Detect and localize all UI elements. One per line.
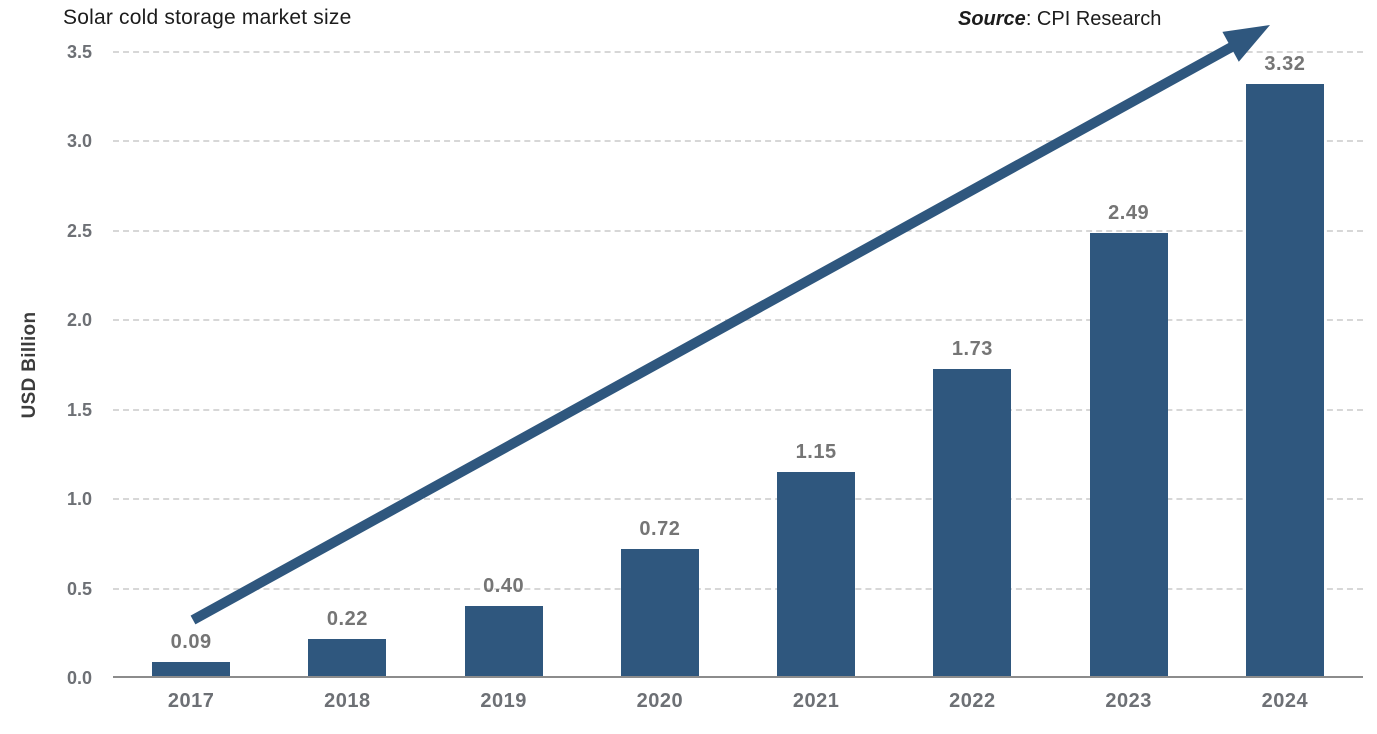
bar-band-2019: 0.40 bbox=[426, 52, 582, 678]
y-axis-tick-labels: 0.0 0.5 1.0 1.5 2.0 2.5 3.0 3.5 bbox=[0, 42, 92, 688]
bar-2023 bbox=[1089, 232, 1168, 678]
value-label-2022: 1.73 bbox=[951, 337, 993, 360]
value-label-2023: 2.49 bbox=[1108, 201, 1150, 224]
y-tick-1.5: 1.5 bbox=[66, 399, 92, 420]
x-tick-2021: 2021 bbox=[792, 690, 840, 712]
y-tick-0.0: 0.0 bbox=[66, 668, 92, 688]
y-tick-0.5: 0.5 bbox=[66, 578, 92, 599]
bar-band-2020: 0.72 bbox=[582, 52, 738, 678]
plot-area: 0.09 0.22 0.40 0.72 1.15 1.73 2.49 3.32 bbox=[113, 51, 1363, 678]
x-tick-2023: 2023 bbox=[1105, 690, 1152, 712]
x-tick-2019: 2019 bbox=[480, 690, 527, 712]
source-label: Source bbox=[958, 8, 1026, 30]
value-label-2021: 1.15 bbox=[795, 441, 837, 464]
value-label-2024: 3.32 bbox=[1264, 53, 1306, 76]
x-axis-tick-labels: 2017 2018 2019 2020 2021 2022 2023 2024 bbox=[113, 690, 1363, 713]
bar-2018 bbox=[308, 638, 387, 678]
y-tick-2.5: 2.5 bbox=[66, 220, 92, 241]
x-tick-2020: 2020 bbox=[636, 690, 684, 712]
y-tick-3.0: 3.0 bbox=[66, 131, 92, 152]
bar-band-2024: 3.32 bbox=[1207, 52, 1363, 678]
bar-2021 bbox=[777, 472, 856, 678]
x-axis-line bbox=[113, 676, 1363, 678]
bar-2017 bbox=[152, 661, 231, 678]
bar-band-2022: 1.73 bbox=[894, 52, 1050, 678]
source-note: Source: CPI Research bbox=[958, 8, 1161, 31]
y-tick-1.0: 1.0 bbox=[66, 489, 92, 510]
chart-title: Solar cold storage market size bbox=[63, 6, 352, 29]
x-tick-2017: 2017 bbox=[167, 690, 215, 712]
value-label-2018: 0.22 bbox=[326, 607, 368, 630]
bar-2020 bbox=[620, 549, 699, 678]
bar-band-2023: 2.49 bbox=[1051, 52, 1207, 678]
value-label-2019: 0.40 bbox=[483, 575, 525, 598]
bar-2022 bbox=[933, 368, 1012, 678]
bar-band-2018: 0.22 bbox=[269, 52, 425, 678]
y-tick-3.5: 3.5 bbox=[66, 42, 92, 62]
bar-band-2017: 0.09 bbox=[113, 52, 269, 678]
bar-2024 bbox=[1245, 84, 1324, 678]
value-label-2017: 0.09 bbox=[170, 630, 212, 653]
bar-series: 0.09 0.22 0.40 0.72 1.15 1.73 2.49 3.32 bbox=[113, 52, 1363, 678]
bar-band-2021: 1.15 bbox=[738, 52, 894, 678]
x-tick-2018: 2018 bbox=[324, 690, 371, 712]
y-tick-2.0: 2.0 bbox=[66, 310, 92, 331]
x-tick-2024: 2024 bbox=[1261, 690, 1309, 712]
x-tick-2022: 2022 bbox=[949, 690, 996, 712]
source-text: : CPI Research bbox=[1025, 8, 1162, 30]
value-label-2020: 0.72 bbox=[639, 518, 681, 541]
bar-2019 bbox=[464, 606, 543, 678]
